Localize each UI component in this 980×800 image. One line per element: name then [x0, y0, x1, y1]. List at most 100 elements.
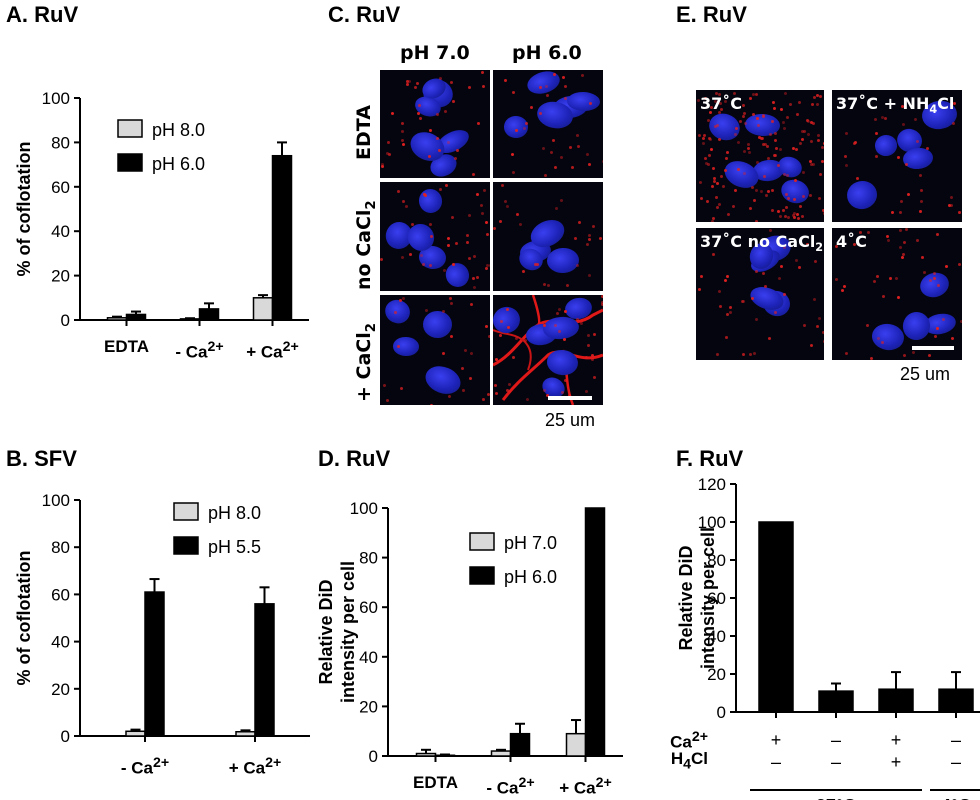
red-punctum [809, 344, 813, 348]
red-punctum [724, 169, 728, 173]
bar [144, 591, 165, 737]
red-punctum [460, 366, 464, 370]
red-punctum [552, 73, 556, 77]
red-punctum [928, 354, 932, 358]
bar [818, 690, 854, 713]
red-punctum [818, 94, 822, 98]
red-punctum [922, 270, 926, 274]
red-punctum [465, 240, 469, 244]
red-punctum [723, 99, 727, 103]
y-axis-label: % of coflotation [14, 142, 34, 277]
red-punctum [406, 82, 410, 86]
red-punctum [921, 256, 925, 260]
condition-value: + [771, 730, 782, 750]
red-punctum [485, 220, 489, 224]
red-punctum [495, 391, 499, 395]
chart-f: 0 20 40 60 80 100 120 Relative DiD intensity per… [670, 475, 980, 800]
red-punctum [586, 152, 590, 156]
red-punctum [743, 121, 747, 125]
red-punctum [587, 233, 591, 237]
legend-swatch [173, 502, 199, 521]
y-axis-label: intensity per cell [698, 527, 718, 669]
red-punctum [554, 207, 558, 211]
red-punctum [755, 317, 759, 321]
red-punctum [754, 188, 758, 192]
red-punctum [915, 139, 919, 143]
red-punctum [401, 297, 405, 301]
red-punctum [385, 151, 389, 155]
red-punctum [765, 145, 769, 149]
red-punctum [399, 387, 403, 391]
red-punctum [773, 132, 777, 136]
red-punctum [949, 196, 953, 200]
red-punctum [428, 128, 432, 132]
red-punctum [470, 352, 474, 355]
legend-label: pH 6.0 [504, 567, 557, 587]
panel-b-title: B. SFV [6, 446, 77, 471]
red-punctum [505, 308, 509, 312]
red-punctum [546, 94, 550, 98]
red-punctum [774, 310, 778, 314]
y-tick-label: 80 [359, 549, 378, 568]
red-punctum [429, 404, 433, 405]
red-punctum [759, 136, 763, 140]
red-punctum [715, 92, 719, 96]
red-punctum [811, 102, 815, 106]
red-punctum [900, 200, 904, 204]
red-punctum [881, 115, 885, 119]
red-punctum [538, 86, 542, 90]
red-punctum [834, 245, 838, 249]
red-punctum [752, 352, 756, 356]
red-punctum [805, 243, 809, 247]
y-tick-label: 100 [42, 89, 70, 108]
bar [878, 688, 914, 713]
red-punctum [559, 155, 563, 159]
bar [235, 731, 256, 737]
red-punctum [448, 394, 452, 398]
red-punctum [470, 303, 474, 307]
red-punctum [886, 235, 890, 239]
y-tick-label: 0 [717, 703, 726, 722]
red-punctum [718, 92, 722, 96]
condition-value: – [831, 730, 841, 750]
y-tick-label: 100 [42, 491, 70, 510]
red-punctum [835, 277, 839, 281]
red-punctum [515, 337, 519, 341]
red-punctum [391, 111, 395, 115]
red-punctum [508, 390, 512, 394]
red-punctum [507, 325, 511, 329]
panel-c-row-header-1: EDTA [353, 105, 375, 160]
red-punctum [488, 334, 490, 338]
bar [584, 507, 606, 757]
red-punctum [876, 337, 880, 341]
group-label: 4°C [941, 796, 971, 800]
red-punctum [553, 166, 557, 170]
red-punctum [785, 193, 789, 197]
red-punctum [523, 127, 527, 131]
legend-swatch [117, 153, 143, 172]
y-tick-label: 80 [707, 551, 726, 570]
red-punctum [823, 211, 824, 215]
red-punctum [512, 91, 516, 94]
red-punctum [844, 163, 848, 167]
y-tick-label: 100 [698, 513, 726, 532]
group-label: 37°C [816, 796, 856, 800]
red-punctum [708, 138, 712, 142]
red-punctum [749, 353, 753, 357]
red-punctum [720, 107, 724, 111]
x-tick-label: EDTA [413, 773, 458, 792]
panel-a-title: A. RuV [6, 2, 79, 27]
red-punctum [380, 257, 384, 261]
red-punctum [816, 94, 820, 98]
cell-nucleus [873, 133, 900, 158]
red-punctum [545, 394, 549, 398]
red-punctum [542, 283, 546, 287]
legend-label: pH 6.0 [152, 154, 205, 174]
red-punctum [570, 166, 574, 170]
red-punctum [817, 139, 821, 143]
y-tick-label: 40 [51, 633, 70, 652]
red-punctum [700, 196, 704, 200]
bar [125, 730, 146, 737]
red-punctum [735, 126, 739, 130]
red-punctum [756, 116, 760, 120]
